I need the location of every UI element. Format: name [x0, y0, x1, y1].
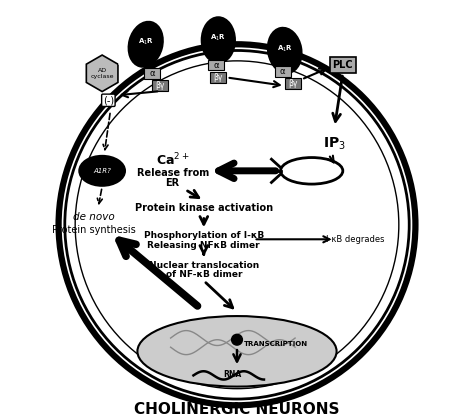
Text: Phosphorylation of I-κB: Phosphorylation of I-κB	[144, 231, 264, 241]
Text: α: α	[213, 60, 219, 70]
Text: I-κB degrades: I-κB degrades	[326, 235, 384, 244]
FancyBboxPatch shape	[209, 59, 224, 70]
Text: α: α	[280, 67, 285, 76]
FancyBboxPatch shape	[330, 57, 356, 73]
Polygon shape	[86, 55, 118, 92]
Text: Nuclear translocation: Nuclear translocation	[149, 261, 259, 269]
Text: PLC: PLC	[332, 60, 353, 70]
Ellipse shape	[137, 316, 337, 387]
Text: Release from: Release from	[137, 168, 209, 178]
Ellipse shape	[79, 156, 125, 186]
FancyBboxPatch shape	[210, 72, 226, 83]
Ellipse shape	[75, 61, 399, 389]
Text: (-): (-)	[103, 95, 114, 105]
Text: CHOLINERGIC NEURONS: CHOLINERGIC NEURONS	[134, 402, 340, 417]
Text: A1R?: A1R?	[93, 168, 111, 174]
Ellipse shape	[281, 158, 343, 184]
Text: A$_1$R: A$_1$R	[210, 33, 226, 43]
FancyBboxPatch shape	[152, 80, 168, 91]
Text: TRANSCRIPTION: TRANSCRIPTION	[245, 341, 309, 347]
Ellipse shape	[268, 28, 301, 73]
Text: βγ: βγ	[288, 79, 298, 88]
Ellipse shape	[59, 44, 415, 405]
FancyBboxPatch shape	[275, 66, 291, 77]
Ellipse shape	[202, 17, 235, 63]
Ellipse shape	[128, 22, 163, 67]
Text: Ca$^{2+}$: Ca$^{2+}$	[156, 152, 190, 169]
FancyBboxPatch shape	[144, 68, 160, 79]
Text: βγ: βγ	[155, 81, 165, 90]
Text: Protein synthesis: Protein synthesis	[52, 225, 136, 235]
FancyBboxPatch shape	[285, 78, 301, 89]
Text: A$_1$R: A$_1$R	[277, 43, 293, 54]
Text: Protein kinase activation: Protein kinase activation	[135, 203, 273, 213]
Text: α: α	[149, 69, 155, 78]
Text: A$_1$R: A$_1$R	[138, 37, 154, 47]
Text: IP$_3$: IP$_3$	[323, 136, 346, 152]
Text: RNA: RNA	[224, 370, 242, 379]
Text: βγ: βγ	[214, 73, 223, 82]
Text: Releasing NFκB dimer: Releasing NFκB dimer	[147, 241, 260, 251]
Text: de novo: de novo	[73, 212, 115, 222]
Text: AD
cyclase: AD cyclase	[91, 68, 114, 79]
Ellipse shape	[232, 334, 242, 345]
Text: of NF-κB dimer: of NF-κB dimer	[165, 271, 242, 279]
Text: ER: ER	[165, 178, 180, 188]
Ellipse shape	[65, 50, 409, 399]
